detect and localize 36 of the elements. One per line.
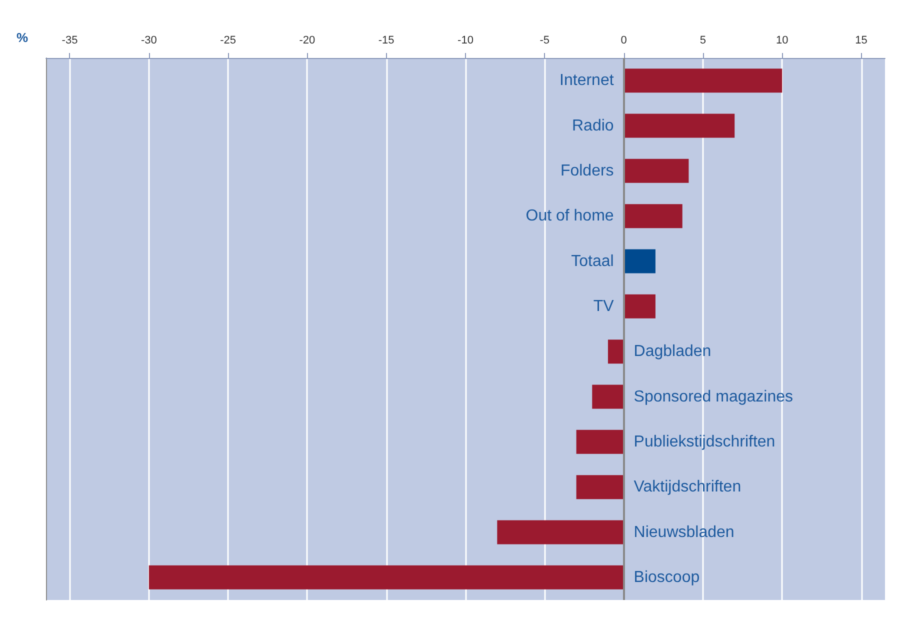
bar [592, 384, 624, 409]
bar [624, 158, 689, 183]
bar [624, 204, 682, 228]
x-tick-label: 5 [700, 34, 706, 46]
y-tick-label: Vaktijdschriften [634, 478, 742, 496]
bar [624, 68, 782, 93]
bar [624, 294, 656, 318]
bar [148, 565, 624, 590]
x-tick-label: -35 [62, 34, 78, 46]
y-tick-label: TV [593, 298, 614, 315]
y-tick-label: Radio [572, 117, 614, 134]
x-tick-label: -20 [299, 34, 316, 46]
x-tick-label: -15 [378, 34, 394, 46]
y-tick-label: Bioscoop [634, 568, 700, 586]
x-tick-label: 15 [855, 34, 868, 46]
y-tick-label: Sponsored magazines [634, 388, 794, 406]
bar [576, 475, 624, 500]
x-tick-label: 10 [776, 34, 788, 46]
x-axis-title: % [16, 30, 28, 45]
x-tick-label: -30 [140, 34, 157, 46]
bar [624, 114, 735, 138]
y-tick-label: Internet [560, 72, 614, 90]
x-tick-label: -5 [540, 34, 550, 46]
y-tick-label: Publiekstijdschriften [634, 433, 776, 450]
x-tick-label: 0 [620, 34, 627, 46]
bar [576, 430, 624, 454]
x-tick-label: -10 [458, 34, 474, 46]
x-tick-label: -25 [220, 34, 236, 46]
bar [608, 340, 624, 364]
y-tick-label: Folders [560, 162, 614, 180]
y-tick-label: Dagbladen [634, 343, 712, 360]
y-tick-label: Totaal [571, 252, 614, 270]
bar [624, 249, 656, 274]
bar [497, 520, 624, 544]
y-tick-label: Out of home [526, 208, 614, 225]
y-tick-label: Nieuwsbladen [634, 524, 734, 541]
